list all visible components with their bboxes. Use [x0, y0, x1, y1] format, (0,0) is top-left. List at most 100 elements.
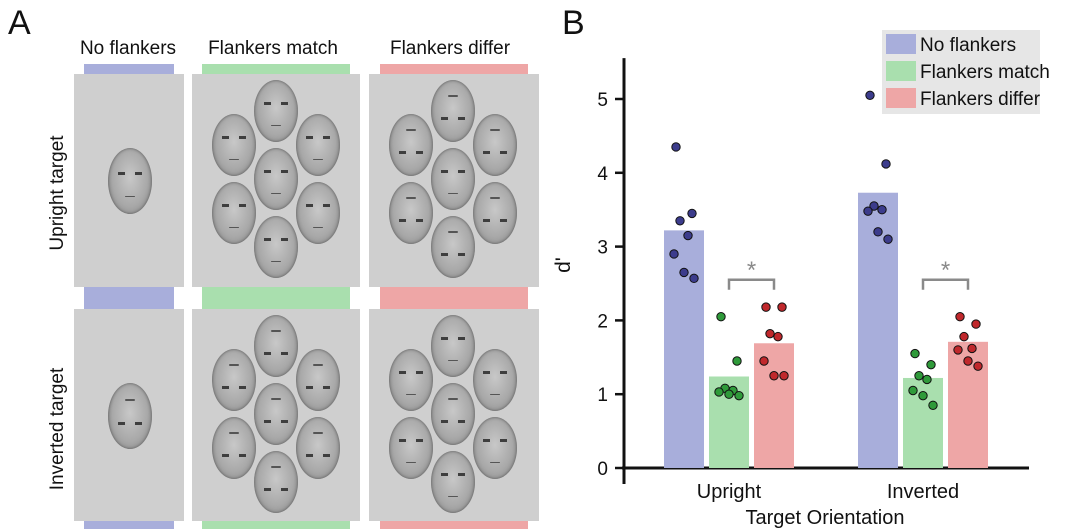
face-image [473, 182, 517, 244]
stimulus-tile-upright-flankers-match [192, 74, 360, 287]
face-image [473, 349, 517, 411]
y-axis-label: d' [552, 257, 575, 273]
face-image [431, 451, 475, 513]
data-point [928, 400, 938, 410]
face-image [254, 315, 298, 377]
column-header-no-flankers: No flankers [79, 38, 177, 59]
data-point [724, 389, 734, 399]
stimulus-tile-inverted-flankers-match [192, 309, 360, 521]
significance-bracket [727, 278, 776, 290]
y-tick-label: 5 [597, 90, 608, 111]
color-bar-no-flankers [84, 64, 174, 76]
stimulus-tile-inverted-flankers-differ [369, 309, 539, 521]
data-point [918, 390, 928, 401]
face-image [296, 114, 340, 176]
data-point [669, 249, 679, 259]
color-bar-flankers-match [202, 287, 350, 309]
data-point [671, 142, 681, 152]
data-point [914, 371, 924, 381]
face-image [389, 114, 433, 176]
stimulus-tile-inverted-no-flankers [74, 309, 184, 521]
data-point [926, 359, 936, 370]
data-point [883, 234, 893, 244]
data-point [675, 216, 685, 226]
face-image [254, 216, 298, 278]
face-image [108, 383, 152, 449]
data-point [683, 230, 693, 241]
data-point [910, 348, 920, 359]
x-axis-label: Target Orientation [746, 507, 905, 529]
color-bar-flankers-differ [380, 287, 528, 309]
face-image [389, 417, 433, 479]
legend-swatch [886, 88, 916, 108]
color-bar-flankers-differ [380, 64, 528, 76]
legend-label: No flankers [920, 35, 1016, 56]
panel-b-letter: B [562, 4, 585, 42]
data-point [971, 319, 981, 329]
face-image [296, 182, 340, 244]
y-tick-label: 1 [597, 385, 608, 406]
data-point [779, 371, 789, 381]
face-image [212, 182, 256, 244]
legend-swatch [886, 61, 916, 81]
data-point [877, 205, 887, 215]
face-image [108, 148, 152, 214]
x-tick-label: Inverted [887, 481, 959, 503]
face-image [296, 417, 340, 479]
data-point [716, 312, 726, 322]
data-point [689, 273, 699, 284]
face-image [254, 451, 298, 513]
face-image [431, 80, 475, 142]
face-image [473, 114, 517, 176]
bar-chart: 0 1 2 3 4 5 d' Upright Inverted * * Target Orientat… [552, 30, 1050, 529]
y-tick-label: 4 [597, 164, 608, 185]
x-tick-label: Upright [697, 481, 762, 503]
y-tick-label: 0 [597, 459, 608, 480]
data-point [777, 302, 787, 312]
data-point [732, 356, 742, 366]
face-image [254, 148, 298, 210]
data-point [922, 374, 932, 385]
data-point [865, 90, 875, 101]
face-image [389, 349, 433, 411]
data-point [953, 345, 963, 355]
color-bar-no-flankers [84, 287, 174, 309]
face-image [254, 80, 298, 142]
data-point [773, 331, 783, 342]
data-point [714, 387, 724, 397]
data-point [908, 385, 918, 396]
stimulus-tile-upright-no-flankers [74, 74, 184, 287]
column-header-flankers-differ: Flankers differ [389, 38, 511, 59]
significance-bracket [921, 278, 970, 290]
y-tick-label: 3 [597, 238, 608, 259]
face-image [254, 383, 298, 445]
data-point [869, 201, 879, 211]
face-image [389, 182, 433, 244]
data-point [687, 208, 697, 219]
face-image [212, 349, 256, 411]
row-label-inverted-target: Inverted target [47, 367, 68, 491]
color-bar-flankers-match [202, 521, 350, 529]
face-image [296, 349, 340, 411]
data-point [759, 356, 769, 366]
face-image [212, 114, 256, 176]
data-point [863, 206, 873, 216]
face-image [212, 417, 256, 479]
legend-label: Flankers differ [920, 89, 1041, 110]
data-point [761, 302, 771, 312]
panel-a-letter: A [8, 4, 31, 42]
face-image [431, 315, 475, 377]
face-image [473, 417, 517, 479]
y-tick-label: 2 [597, 311, 608, 332]
data-point [873, 227, 883, 237]
legend-label: Flankers match [920, 62, 1050, 83]
data-point [955, 312, 965, 322]
color-bar-flankers-match [202, 64, 350, 76]
data-point [765, 328, 775, 339]
data-point [963, 356, 973, 366]
data-point [679, 267, 689, 278]
face-image [431, 148, 475, 210]
data-point [734, 390, 744, 401]
color-bar-flankers-differ [380, 521, 528, 529]
data-point [967, 343, 977, 354]
